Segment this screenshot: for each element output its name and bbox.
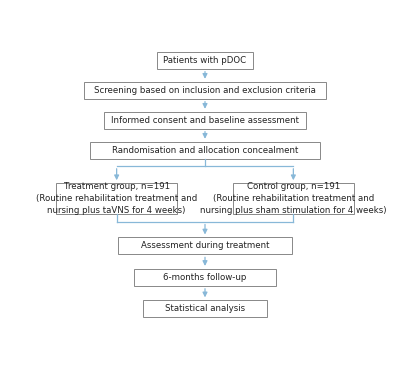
FancyBboxPatch shape <box>84 82 326 99</box>
FancyBboxPatch shape <box>90 142 320 159</box>
FancyBboxPatch shape <box>134 269 276 286</box>
Text: Patients with pDOC: Patients with pDOC <box>164 56 246 65</box>
Text: Statistical analysis: Statistical analysis <box>165 304 245 313</box>
FancyBboxPatch shape <box>118 237 292 255</box>
FancyBboxPatch shape <box>157 52 253 69</box>
Text: Informed consent and baseline assessment: Informed consent and baseline assessment <box>111 116 299 125</box>
FancyBboxPatch shape <box>233 183 354 214</box>
FancyBboxPatch shape <box>104 112 306 129</box>
Text: Randomisation and allocation concealment: Randomisation and allocation concealment <box>112 146 298 155</box>
Text: 6-months follow-up: 6-months follow-up <box>163 273 247 282</box>
Text: Control group, n=191
(Routine rehabilitation treatment and
nursing plus sham sti: Control group, n=191 (Routine rehabilita… <box>200 183 386 215</box>
Text: Treatment group, n=191
(Routine rehabilitation treatment and
nursing plus taVNS : Treatment group, n=191 (Routine rehabili… <box>36 183 197 215</box>
Text: Assessment during treatment: Assessment during treatment <box>141 242 269 250</box>
FancyBboxPatch shape <box>56 183 177 214</box>
Text: Screening based on inclusion and exclusion criteria: Screening based on inclusion and exclusi… <box>94 86 316 95</box>
FancyBboxPatch shape <box>143 300 267 317</box>
